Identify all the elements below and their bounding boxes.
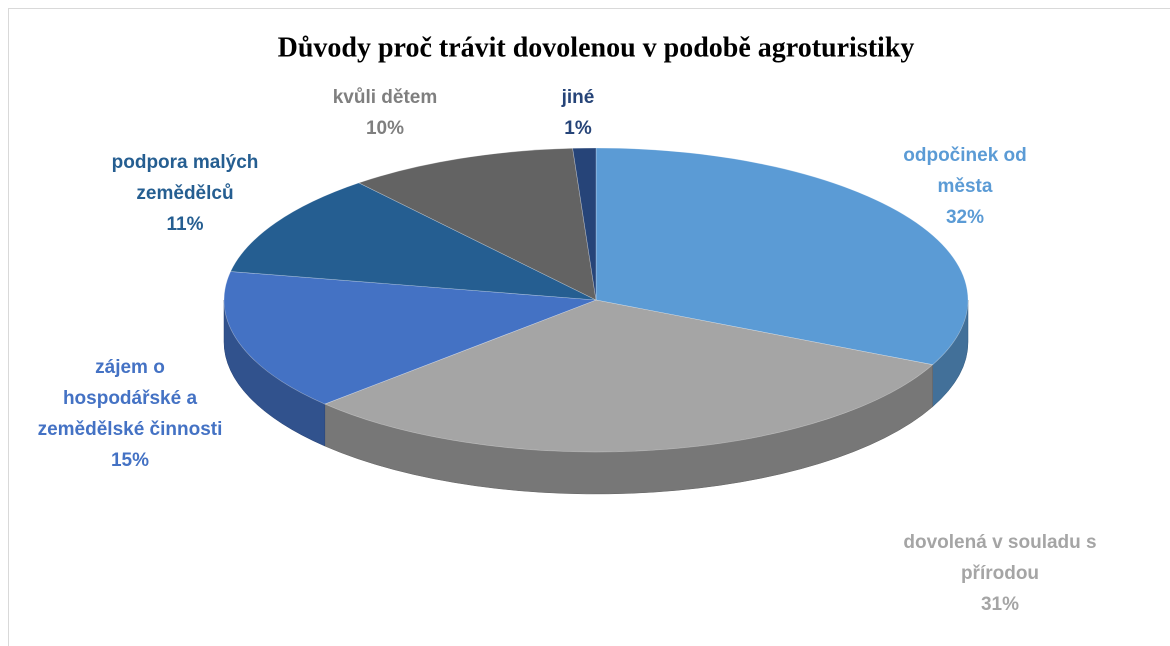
category-label: kvůli dětem [332, 87, 438, 108]
slice-label: jiné 1% [548, 82, 608, 144]
chart-frame [8, 8, 1170, 646]
slice [595, 147, 969, 366]
slice-label: kvůli dětem 10% [305, 82, 465, 144]
slice-label: odpočinek od města 32% [880, 140, 1050, 233]
slice [324, 299, 934, 453]
slice [230, 182, 597, 301]
category-label: dovolená v souladu s přírodou [903, 532, 1097, 584]
category-label: jiné [561, 87, 595, 108]
slice-label: zájem o hospodářské a zemědělské činnost… [35, 352, 225, 476]
category-label: zájem o hospodářské a zemědělské činnost… [37, 357, 223, 440]
value-label: 31% [980, 594, 1020, 615]
value-label: 1% [564, 118, 592, 139]
pie-tops [223, 147, 969, 453]
slice-label: podpora malých zemědělců 11% [75, 147, 295, 240]
category-label: podpora malých zemědělců [111, 152, 259, 204]
slice [358, 147, 597, 301]
value-label: 15% [110, 450, 150, 471]
slice-label: dovolená v souladu s přírodou 31% [885, 527, 1115, 620]
slice [223, 271, 597, 405]
slice [572, 147, 597, 301]
value-label: 32% [945, 207, 985, 228]
chart-title: Důvody proč trávit dovolenou v podobě ag… [278, 32, 915, 63]
value-label: 10% [365, 118, 405, 139]
value-label: 11% [166, 214, 204, 235]
category-label: odpočinek od města [903, 145, 1027, 197]
